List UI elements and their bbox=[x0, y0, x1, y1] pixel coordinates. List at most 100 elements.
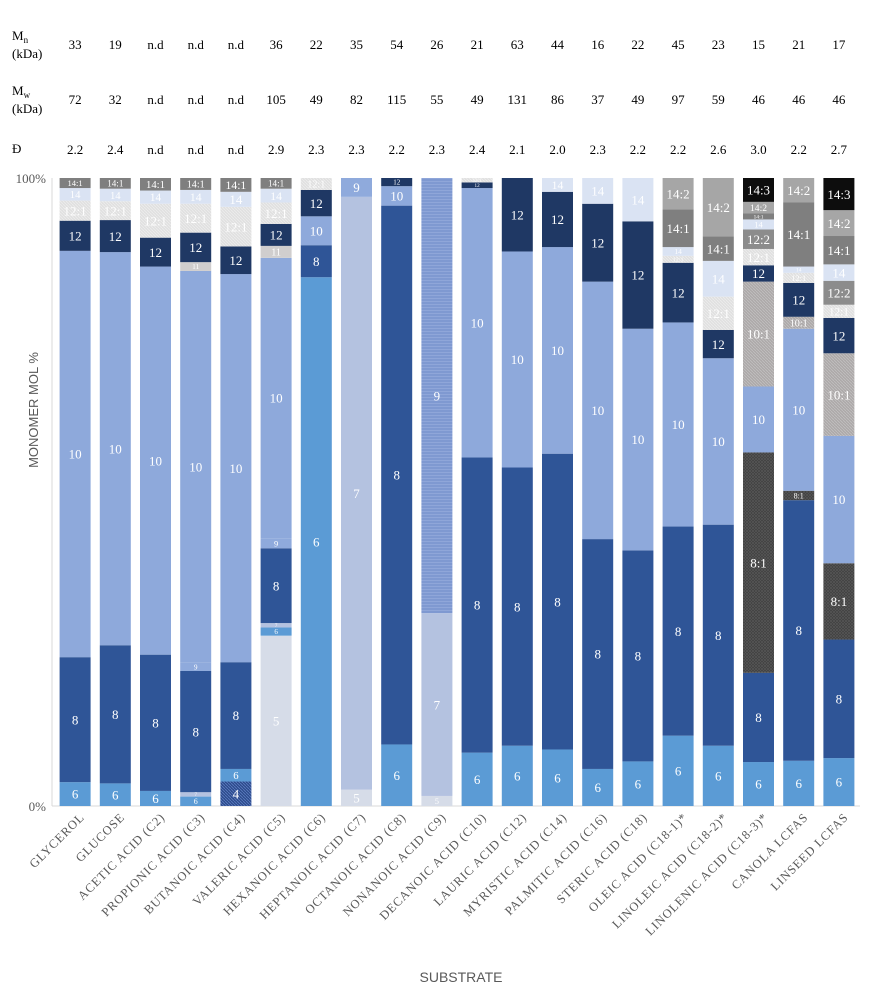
x-tick-label: LINSEED LCFAS bbox=[768, 810, 851, 893]
bar-segment-label: 12 bbox=[475, 183, 481, 189]
bar-stack: 6 8 8:1 10 10:1 12 12:1 12:2 14 14:1 14:2 14:3 bbox=[823, 178, 855, 806]
bar-segment-label: 6 bbox=[635, 776, 642, 791]
bar-segment-label: 14 bbox=[591, 184, 605, 199]
bar-segment-10 bbox=[501, 251, 533, 468]
bar-segment-9 bbox=[260, 538, 292, 549]
bar-segment-label: 10 bbox=[149, 453, 162, 468]
table-row-label: Đ bbox=[12, 141, 21, 156]
bar-segment-label: 6 bbox=[393, 768, 400, 783]
table-cell: n.d bbox=[228, 37, 245, 52]
bar-segment-label: 12:1 bbox=[747, 250, 770, 265]
bar-segment-8 bbox=[823, 639, 855, 759]
bar-segment-7 bbox=[180, 792, 212, 797]
bar-segment-8 bbox=[59, 657, 91, 783]
bar-segment-label: 14:2 bbox=[787, 183, 810, 198]
bar-segment-label: 14:1 bbox=[187, 180, 205, 191]
bar-segment-label: 9 bbox=[434, 388, 441, 403]
bar-segment-label: 14 bbox=[712, 271, 726, 286]
table-cell: 45 bbox=[672, 37, 685, 52]
table-cell: 22 bbox=[310, 37, 323, 52]
bar-segment-12-1 bbox=[220, 206, 252, 247]
bar-stack: 6 8 10 12 bbox=[501, 178, 533, 806]
table-cell: 115 bbox=[387, 92, 406, 107]
bar-segment-14 bbox=[140, 190, 171, 204]
table-cell: 2.3 bbox=[429, 142, 445, 157]
bar-segment-label: 10 bbox=[511, 352, 524, 367]
table-cell: 2.7 bbox=[831, 142, 848, 157]
bar-segment-label: 14:1 bbox=[787, 227, 810, 242]
bar-segment-10 bbox=[622, 328, 654, 551]
bar-segment-label: 12:1 bbox=[307, 180, 325, 191]
bar-segment-14-1 bbox=[783, 202, 815, 267]
bar-segment-12-2 bbox=[743, 229, 774, 249]
bar-segment-label: 14:1 bbox=[753, 214, 763, 220]
bar-segment-label: 10 bbox=[712, 434, 725, 449]
bar-segment-label: 7 bbox=[434, 697, 441, 712]
bar-segment-6 bbox=[702, 745, 734, 806]
bar-segment-6 bbox=[180, 796, 212, 806]
bar-segment-label: 12:2 bbox=[827, 285, 850, 300]
bar-segment-14-2 bbox=[662, 178, 694, 210]
bar-segment-6 bbox=[501, 745, 533, 806]
bar-segment-5 bbox=[260, 635, 292, 806]
table-cell: 2.4 bbox=[469, 142, 486, 157]
table-cell: 49 bbox=[631, 92, 644, 107]
bar-segment-10 bbox=[702, 358, 734, 525]
bar-segment-label: 8 bbox=[594, 647, 601, 662]
bar-segment-7 bbox=[421, 613, 453, 796]
bar-segment-14-1 bbox=[702, 236, 734, 261]
bar-segment-14-1 bbox=[662, 209, 694, 248]
bar-segment-label: 6 bbox=[233, 770, 239, 782]
table-cell: n.d bbox=[147, 37, 164, 52]
bar-segment-label: 10 bbox=[832, 492, 845, 507]
table-row-label: Mw bbox=[12, 83, 31, 100]
bar-stack: 6 8 10 12 14 bbox=[542, 178, 573, 806]
bar-segment-label: 8 bbox=[755, 710, 762, 725]
bar-segment-4 bbox=[220, 781, 252, 806]
bar-segment-label: 8 bbox=[635, 649, 642, 664]
bar-segment-label: 14:1 bbox=[827, 243, 850, 258]
bar-segment-14-1 bbox=[180, 178, 212, 190]
bar-segment-label: 12:1 bbox=[104, 203, 127, 218]
bar-segment-14-1 bbox=[260, 178, 292, 189]
bar-segment-14-2 bbox=[823, 210, 855, 237]
bar-segment-8 bbox=[501, 467, 533, 746]
table-cell: 55 bbox=[430, 92, 443, 107]
molecular-weight-table: Mn(kDa)33 19 n.d n.d n.d 36 22 35 54 26 21 63 44 16 22… bbox=[12, 28, 848, 157]
bar-segment-label: 14:1 bbox=[667, 221, 690, 236]
bar-segment-6 bbox=[381, 744, 413, 806]
bar-segment-label: 6 bbox=[152, 791, 159, 806]
bar-segment-8 bbox=[542, 453, 573, 750]
table-row-unit: (kDa) bbox=[12, 101, 42, 116]
bar-segment-label: 10:1 bbox=[747, 327, 770, 342]
bar-segment-12-1 bbox=[300, 178, 332, 190]
bar-segment-6 bbox=[582, 768, 614, 806]
bar-segment-10 bbox=[99, 252, 131, 646]
bar-segment-6 bbox=[300, 277, 332, 806]
bar-segment-label: 14:2 bbox=[750, 203, 767, 214]
bar-segment-label: 12 bbox=[149, 245, 162, 260]
table-cell: 2.0 bbox=[549, 142, 565, 157]
table-cell: 17 bbox=[832, 37, 846, 52]
bar-segment-label: 12 bbox=[792, 293, 805, 308]
bar-segment-6 bbox=[260, 627, 292, 636]
bar-segment-14-2 bbox=[783, 178, 815, 203]
bar-segment-label: 12:1 bbox=[673, 257, 684, 264]
bar-segment-12-2 bbox=[823, 280, 855, 305]
bar-segment-label: 8 bbox=[192, 724, 199, 739]
bar-segment-8 bbox=[662, 526, 694, 736]
bar-segment-12 bbox=[622, 221, 654, 329]
bar-segment-label: 12 bbox=[672, 285, 685, 300]
bar-segment-9 bbox=[180, 662, 212, 671]
bar-segment-label: 10 bbox=[109, 441, 122, 456]
bar-segment-10 bbox=[823, 435, 855, 564]
bar-segment-10 bbox=[260, 257, 292, 539]
bar-segment-12 bbox=[99, 220, 131, 253]
bar-segment-6 bbox=[622, 761, 654, 806]
bar-segment-label: 14:1 bbox=[707, 241, 730, 256]
bar-segment-label: 11 bbox=[271, 248, 281, 259]
bar-segment-8-1 bbox=[743, 452, 774, 673]
bar-segment-label: 12:1 bbox=[184, 211, 207, 226]
